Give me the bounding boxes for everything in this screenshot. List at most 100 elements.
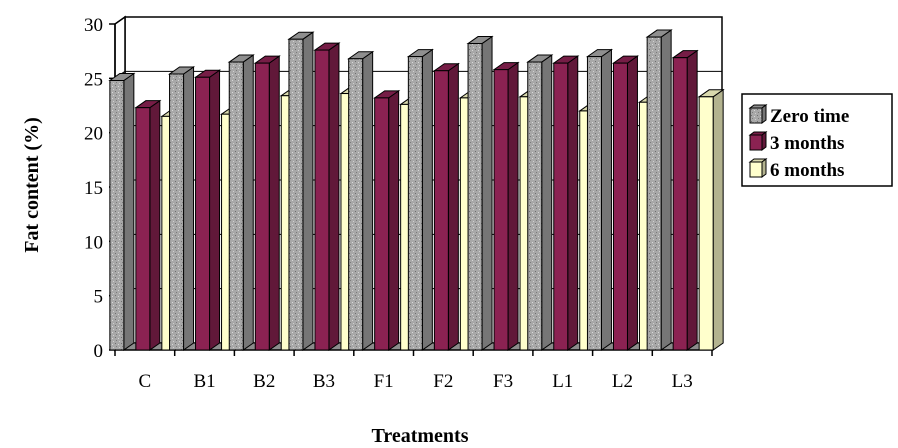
- bar: [466, 35, 494, 351]
- x-tick-label: B1: [193, 371, 215, 392]
- bar: [373, 89, 401, 351]
- bars: [108, 29, 725, 351]
- x-tick-label: L1: [552, 371, 573, 392]
- bar: [347, 50, 375, 351]
- bar-front: [374, 97, 390, 351]
- bar-side: [686, 49, 698, 351]
- bar: [526, 54, 554, 351]
- bar-front: [314, 49, 330, 351]
- legend: Zero time 3 months 6 months: [741, 93, 893, 187]
- bar: [134, 99, 162, 351]
- bar-front: [348, 58, 364, 351]
- bar-front: [254, 62, 270, 351]
- bar-front: [407, 56, 423, 351]
- bar: [108, 72, 136, 351]
- y-tick-label: 20: [84, 124, 103, 145]
- legend-swatch: [748, 104, 768, 124]
- bar-front: [169, 73, 185, 351]
- bar-side: [242, 54, 254, 351]
- bar: [227, 54, 255, 351]
- bar-side: [600, 48, 612, 351]
- bar-front: [433, 70, 449, 351]
- x-tick-label: B3: [313, 371, 335, 392]
- bar-front: [672, 57, 688, 351]
- x-tick-label: L2: [612, 371, 633, 392]
- bar-front: [493, 69, 509, 351]
- legend-swatch-front: [749, 107, 763, 124]
- gridline-side: [114, 16, 126, 25]
- bar-side: [302, 31, 314, 351]
- bar-side: [123, 72, 135, 351]
- bar-front: [698, 96, 714, 351]
- legend-swatch-front: [749, 134, 763, 151]
- bar-front: [109, 80, 125, 351]
- x-tick-label: F1: [374, 371, 394, 392]
- bar: [313, 42, 341, 351]
- bar-side: [660, 29, 672, 351]
- bar-side: [626, 55, 638, 351]
- bar: [697, 88, 725, 351]
- bar: [492, 61, 520, 351]
- bar: [611, 55, 640, 351]
- bar-front: [135, 107, 151, 351]
- bar: [287, 31, 315, 351]
- legend-swatch-front: [749, 161, 763, 178]
- bar-side: [328, 42, 340, 351]
- x-tick-labels: C B1 B2 B3 F1 F2 F3 L1 L2 L3: [139, 371, 693, 392]
- bar-front: [527, 61, 543, 351]
- legend-label: 6 months: [770, 160, 844, 181]
- bar: [645, 29, 673, 351]
- x-axis-title: Treatments: [371, 425, 468, 447]
- y-tick-label: 0: [94, 341, 104, 362]
- y-axis-title: Fat content (%): [21, 117, 43, 253]
- legend-swatch-side: [761, 131, 767, 151]
- bar-side: [421, 48, 433, 351]
- legend-swatch-side: [761, 158, 767, 178]
- legend-label: 3 months: [770, 133, 844, 154]
- bar-front: [612, 62, 628, 351]
- bar: [671, 49, 699, 351]
- bar-side: [268, 55, 280, 351]
- x-tick-label: B2: [253, 371, 275, 392]
- bar: [167, 66, 196, 351]
- y-tick-labels: 0 5 10 15 20 25 30: [84, 15, 103, 362]
- legend-label: Zero time: [770, 106, 849, 127]
- bar-front: [553, 62, 569, 351]
- legend-swatch: [748, 131, 768, 151]
- legend-box: [741, 93, 893, 187]
- y-tick-label: 30: [84, 15, 103, 36]
- y-tick-label: 25: [84, 69, 103, 90]
- y-tick-label: 15: [84, 178, 103, 199]
- bar-side: [507, 61, 519, 351]
- x-tick-label: L3: [672, 371, 693, 392]
- bar-side: [447, 62, 459, 351]
- bar: [552, 55, 580, 351]
- bar: [585, 48, 614, 351]
- bar: [193, 69, 222, 351]
- x-tick-label: F2: [433, 371, 453, 392]
- bar-side: [362, 50, 374, 351]
- x-tick-label: F3: [493, 371, 513, 392]
- bar-side: [183, 66, 195, 351]
- bar-side: [388, 89, 400, 351]
- bar-front: [195, 76, 211, 351]
- bar: [253, 55, 281, 351]
- bar: [406, 48, 434, 351]
- bar-front: [228, 61, 244, 351]
- bar-side: [567, 55, 579, 351]
- bar: [432, 62, 460, 351]
- bar-front: [288, 38, 304, 351]
- bar-side: [481, 35, 493, 351]
- bar-side: [712, 88, 724, 351]
- x-tick-label: C: [139, 371, 152, 392]
- bar-side: [541, 54, 553, 351]
- y-tick-label: 10: [84, 232, 103, 253]
- bar-side: [149, 99, 161, 351]
- legend-swatch: [748, 158, 768, 178]
- bar-side: [209, 69, 221, 351]
- y-tick-label: 5: [94, 287, 104, 308]
- bar-front: [646, 36, 662, 351]
- bar-front: [467, 43, 483, 351]
- bar-front: [586, 56, 602, 351]
